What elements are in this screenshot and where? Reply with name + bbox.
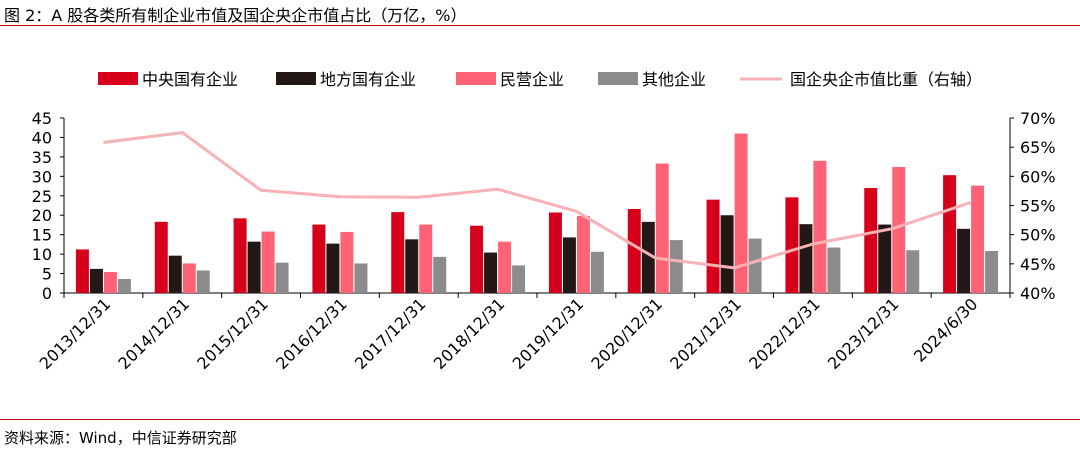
bar-2-2019-12-31 xyxy=(562,237,576,293)
title-rule xyxy=(0,25,1080,26)
bar-3-2024-6-30 xyxy=(971,185,985,293)
bar-4-2022-12-31 xyxy=(827,247,841,293)
bar-2-2024-6-30 xyxy=(957,228,971,293)
bar-3-2019-12-31 xyxy=(576,216,590,293)
bar-4-2019-12-31 xyxy=(590,251,604,293)
bar-4-2017-12-31 xyxy=(433,256,447,293)
bar-1-2022-12-31 xyxy=(785,197,799,293)
x-tick-label: 2024/6/30 xyxy=(910,294,981,365)
x-tick-label: 2015/12/31 xyxy=(193,294,272,373)
right-tick-label: 50% xyxy=(1020,226,1056,245)
bar-4-2023-12-31 xyxy=(906,250,920,293)
bar-2-2023-12-31 xyxy=(878,224,892,293)
bar-1-2024-6-30 xyxy=(943,175,957,293)
legend-label: 中央国有企业 xyxy=(142,70,238,89)
bar-1-2013-12-31 xyxy=(75,249,89,293)
bar-2-2018-12-31 xyxy=(484,252,498,293)
bar-2-2013-12-31 xyxy=(89,268,103,293)
bar-2-2021-12-31 xyxy=(720,215,734,293)
bar-2-2022-12-31 xyxy=(799,224,813,293)
legend-swatch xyxy=(598,72,638,85)
left-tick-label: 45 xyxy=(32,109,52,128)
legend-swatch xyxy=(276,72,316,85)
x-tick-label: 2022/12/31 xyxy=(745,294,824,373)
bar-3-2020-12-31 xyxy=(655,163,669,293)
bar-4-2024-6-30 xyxy=(985,251,999,293)
bar-3-2022-12-31 xyxy=(813,160,827,293)
source-note: 资料来源：Wind，中信证券研究部 xyxy=(4,429,237,447)
right-tick-label: 45% xyxy=(1020,255,1056,274)
left-tick-label: 25 xyxy=(32,187,52,206)
bar-4-2013-12-31 xyxy=(117,279,131,293)
bar-3-2016-12-31 xyxy=(340,231,354,293)
left-tick-label: 15 xyxy=(32,226,52,245)
left-tick-label: 30 xyxy=(32,167,52,186)
right-tick-label: 40% xyxy=(1020,284,1056,303)
x-tick-label: 2014/12/31 xyxy=(114,294,193,373)
legend-swatch xyxy=(456,72,496,85)
left-tick-label: 5 xyxy=(42,265,52,284)
legend-swatch xyxy=(98,72,138,85)
bar-3-2017-12-31 xyxy=(419,224,433,293)
bar-2-2020-12-31 xyxy=(641,221,655,293)
x-tick-label: 2021/12/31 xyxy=(666,294,745,373)
left-tick-label: 0 xyxy=(42,284,52,303)
x-tick-label: 2017/12/31 xyxy=(351,294,430,373)
legend-label: 其他企业 xyxy=(642,70,706,89)
left-tick-label: 35 xyxy=(32,148,52,167)
right-tick-label: 65% xyxy=(1020,138,1056,157)
bar-4-2014-12-31 xyxy=(196,270,210,293)
source-rule xyxy=(0,419,1080,420)
bar-1-2020-12-31 xyxy=(627,209,641,293)
bar-3-2023-12-31 xyxy=(892,167,906,293)
x-tick-label: 2019/12/31 xyxy=(509,294,588,373)
chart-title: 图 2：A 股各类所有制企业市值及国企央企市值占比（万亿，%） xyxy=(4,6,467,25)
bar-1-2018-12-31 xyxy=(470,225,484,293)
bar-3-2018-12-31 xyxy=(498,241,512,293)
right-tick-label: 70% xyxy=(1020,109,1056,128)
bar-1-2019-12-31 xyxy=(548,212,562,293)
x-tick-label: 2023/12/31 xyxy=(824,294,903,373)
left-tick-label: 20 xyxy=(32,206,52,225)
bar-4-2021-12-31 xyxy=(748,238,762,293)
bar-2-2015-12-31 xyxy=(247,241,261,293)
bar-4-2020-12-31 xyxy=(669,240,683,293)
x-tick-label: 2013/12/31 xyxy=(36,294,115,373)
x-tick-label: 2018/12/31 xyxy=(430,294,509,373)
bar-3-2015-12-31 xyxy=(261,231,275,293)
x-tick-label: 2016/12/31 xyxy=(272,294,351,373)
bar-4-2016-12-31 xyxy=(354,263,368,293)
bar-4-2015-12-31 xyxy=(275,262,289,293)
bar-2-2014-12-31 xyxy=(168,255,182,293)
left-tick-label: 10 xyxy=(32,245,52,264)
share-line xyxy=(103,131,972,270)
bar-4-2018-12-31 xyxy=(512,265,526,293)
right-tick-label: 55% xyxy=(1020,197,1056,216)
bar-1-2021-12-31 xyxy=(706,199,720,293)
bar-1-2014-12-31 xyxy=(154,221,168,293)
bar-2-2017-12-31 xyxy=(405,239,419,293)
bar-3-2013-12-31 xyxy=(103,272,117,293)
legend-label: 国企央企市值比重（右轴） xyxy=(790,70,982,89)
bar-3-2014-12-31 xyxy=(182,263,196,293)
x-tick-label: 2020/12/31 xyxy=(587,294,666,373)
bar-1-2023-12-31 xyxy=(864,188,878,293)
bar-1-2016-12-31 xyxy=(312,224,326,293)
left-tick-label: 40 xyxy=(32,128,52,147)
legend-label: 地方国有企业 xyxy=(320,70,416,89)
bar-3-2021-12-31 xyxy=(734,133,748,293)
bar-1-2015-12-31 xyxy=(233,218,247,293)
bar-1-2017-12-31 xyxy=(391,212,405,293)
legend-label: 民营企业 xyxy=(500,70,564,89)
right-tick-label: 60% xyxy=(1020,167,1056,186)
bar-2-2016-12-31 xyxy=(326,243,340,293)
